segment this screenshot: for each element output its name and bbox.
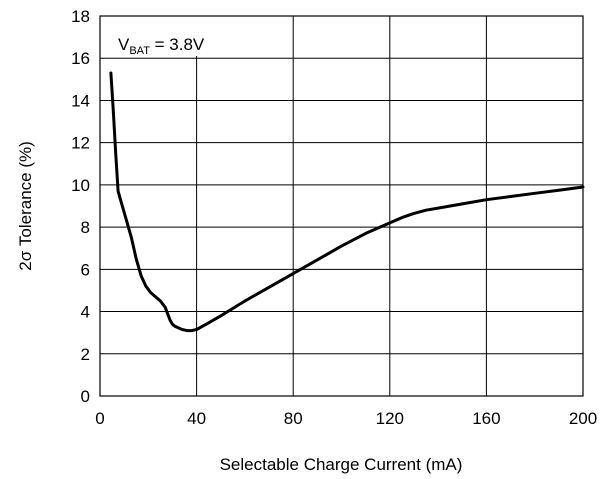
x-tick-label: 0 xyxy=(95,409,104,428)
x-axis-label: Selectable Charge Current (mA) xyxy=(220,455,463,474)
y-tick-label: 18 xyxy=(71,7,90,26)
annotation-background xyxy=(100,16,240,56)
y-tick-label: 4 xyxy=(81,303,90,322)
y-tick-label: 8 xyxy=(81,218,90,237)
plot-frame xyxy=(99,15,584,397)
y-tick-label: 12 xyxy=(71,134,90,153)
y-tick-label: 2 xyxy=(81,345,90,364)
x-tick-label: 200 xyxy=(569,409,597,428)
tick-labels: 0 40 80 120 160 200 0 2 4 6 8 10 12 14 16 18 xyxy=(71,7,597,428)
x-tick-label: 160 xyxy=(472,409,500,428)
y-tick-label: 0 xyxy=(81,387,90,406)
y-tick-label: 10 xyxy=(71,176,90,195)
y-axis-label: 2σ Tolerance (%) xyxy=(16,141,35,271)
series-line xyxy=(109,71,585,333)
y-tick-label: 6 xyxy=(81,260,90,279)
x-tick-label: 80 xyxy=(284,409,303,428)
gridlines xyxy=(100,16,583,396)
x-tick-label: 120 xyxy=(376,409,404,428)
annotation-box: VBAT = 3.8V xyxy=(100,16,240,57)
y-tick-label: 16 xyxy=(71,49,90,68)
x-tick-label: 40 xyxy=(187,409,206,428)
series-layer xyxy=(109,71,585,333)
annotation-label: VBAT = 3.8V xyxy=(118,35,205,57)
y-tick-label: 14 xyxy=(71,91,90,110)
